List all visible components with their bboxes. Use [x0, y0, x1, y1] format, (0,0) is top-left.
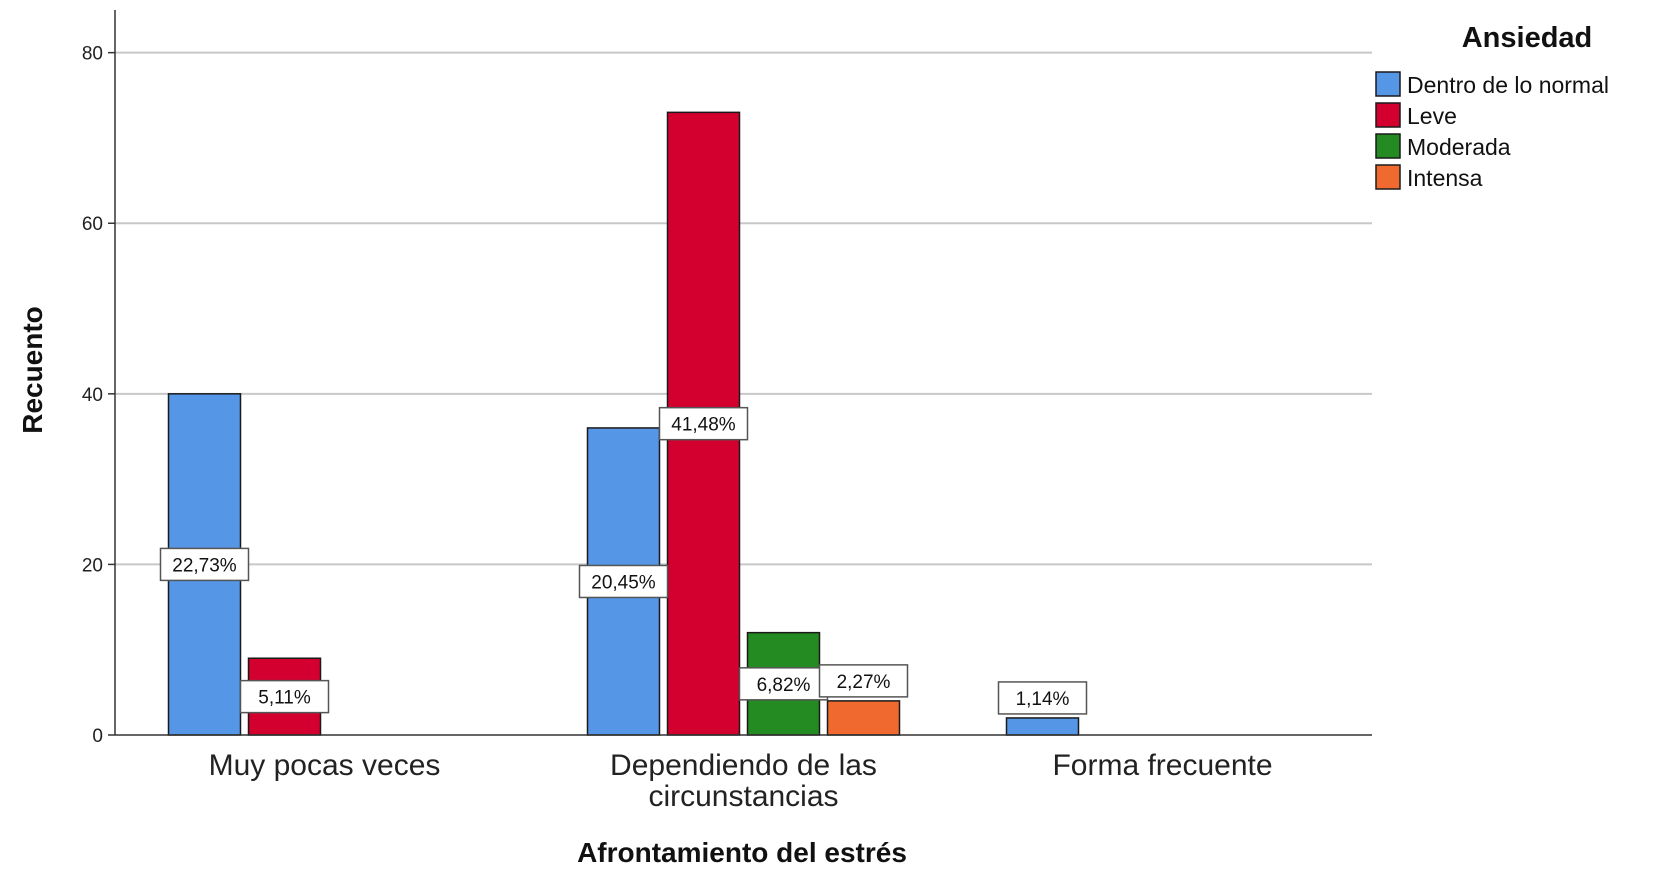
category-labels: Muy pocas veces Dependiendo de lascircuns…	[209, 749, 1273, 813]
category-label: Dependiendo de las	[610, 749, 877, 782]
legend: Ansiedad Dentro de lo normal Leve Moderada…	[1375, 22, 1609, 191]
legend-title: Ansiedad	[1462, 22, 1593, 54]
data-label-box	[818, 664, 909, 698]
category-label: Muy pocas veces	[209, 749, 441, 782]
category-label: circunstancias	[648, 780, 838, 813]
legend-item-label: Moderada	[1407, 134, 1511, 160]
bars	[167, 111, 1080, 736]
legend-swatch	[1375, 102, 1401, 128]
bar	[826, 700, 901, 736]
legend-swatch	[1375, 133, 1401, 159]
legend-item-label: Intensa	[1407, 165, 1483, 191]
data-label: 20,45%	[591, 572, 656, 593]
y-tick-label: 0	[92, 726, 103, 747]
data-label-box	[159, 547, 250, 582]
y-tick-label: 80	[82, 44, 103, 65]
y-tick-label: 40	[82, 385, 103, 406]
data-label-box	[997, 681, 1088, 715]
bar	[1005, 717, 1080, 736]
grid-lines	[115, 51, 1372, 566]
data-label: 22,73%	[172, 555, 237, 576]
x-axis-title: Afrontamiento del estrés	[577, 837, 907, 868]
legend-item-label: Dentro de lo normal	[1407, 72, 1609, 98]
data-label: 6,82%	[757, 675, 811, 696]
legend-swatch	[1375, 164, 1401, 190]
data-label-box	[738, 667, 829, 701]
data-label: 5,11%	[258, 688, 311, 709]
y-tick-label: 20	[82, 555, 103, 576]
data-label: 41,48%	[671, 415, 736, 436]
legend-item-label: Leve	[1407, 103, 1457, 129]
axes: 0 20 40 60 80	[82, 10, 1372, 747]
data-label-box	[658, 406, 749, 441]
data-label: 1,14%	[1016, 689, 1070, 710]
data-labels: 22,73% 5,11% 20,45% 41,48% 6,82% 2,27% 1,14%	[159, 406, 1088, 715]
data-label-box	[578, 564, 669, 599]
y-axis-title: Recuento	[17, 306, 48, 434]
data-label-box	[239, 679, 330, 714]
category-label: Forma frecuente	[1052, 749, 1272, 782]
legend-swatch	[1375, 71, 1401, 97]
y-tick-label: 60	[82, 214, 103, 235]
data-label: 2,27%	[837, 672, 891, 693]
